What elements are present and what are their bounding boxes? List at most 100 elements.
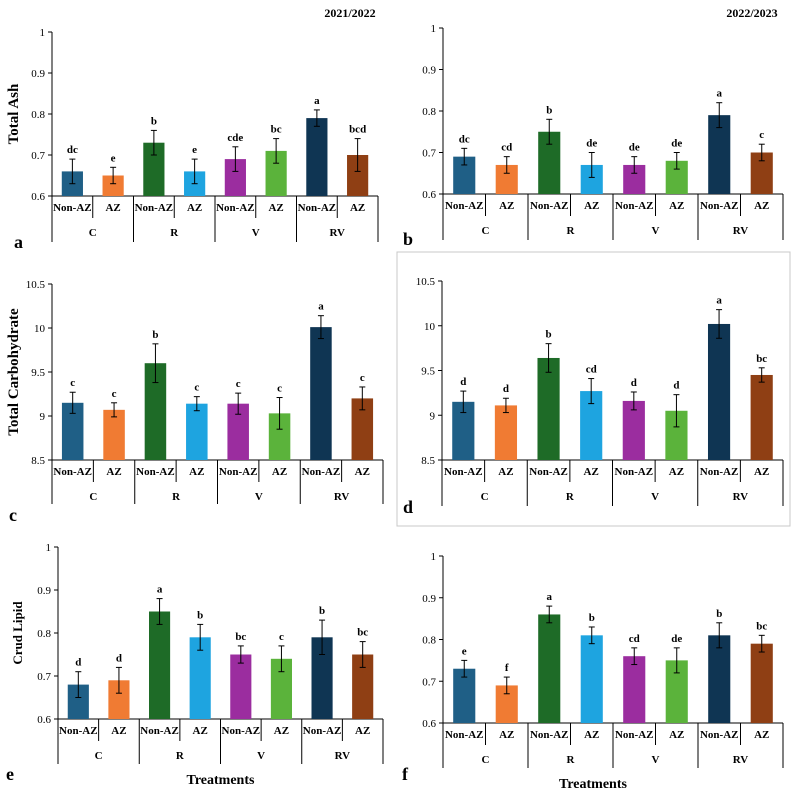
significance-letter: bc — [756, 620, 767, 632]
category-label: AZ — [350, 202, 365, 214]
group-label: C — [95, 750, 103, 762]
bar-non-az-c — [453, 668, 476, 723]
y-tick-label: 0.6 — [422, 718, 436, 730]
category-label: AZ — [274, 725, 289, 737]
y-tick-label: 0.6 — [37, 714, 51, 726]
significance-letter: c — [277, 383, 282, 395]
significance-letter: c — [112, 388, 117, 400]
y-tick-label: 10.5 — [26, 279, 46, 291]
category-label: AZ — [499, 729, 514, 741]
bar-az-rv — [352, 654, 374, 719]
category-label: Non-AZ — [700, 200, 739, 212]
y-tick-label: 9 — [40, 411, 46, 423]
significance-letter: d — [460, 376, 466, 388]
y-axis-label: Total Carbohydrate — [6, 308, 22, 436]
group-label: RV — [733, 225, 749, 237]
bar-az-r — [580, 391, 603, 460]
group-label: R — [567, 754, 576, 766]
bar-non-az-v — [622, 400, 645, 460]
significance-letter: d — [75, 657, 81, 669]
chart-panel-a: 0.6 0.7 0.8 0.9 1 dc Non-AZ e AZ b Non-AZ e AZ cde Non… — [6, 6, 379, 252]
significance-letter: a — [717, 88, 723, 100]
bar-az-v — [270, 658, 292, 719]
category-label: Non-AZ — [615, 729, 654, 741]
category-label: AZ — [669, 466, 684, 478]
group-label: V — [652, 225, 660, 237]
significance-letter: d — [116, 652, 122, 664]
bar-non-az-v — [224, 159, 246, 196]
bar-non-az-r — [143, 142, 165, 196]
group-label: V — [255, 491, 263, 503]
group-label: C — [482, 225, 490, 237]
bar-non-az-c — [61, 402, 84, 460]
y-tick-label: 0.9 — [422, 593, 436, 605]
category-label: AZ — [272, 466, 287, 478]
group-label: C — [89, 227, 97, 239]
y-tick-label: 10 — [34, 323, 46, 335]
group-label: C — [482, 754, 490, 766]
category-label: AZ — [105, 202, 120, 214]
bar-az-rv — [750, 643, 773, 723]
bar-non-az-r — [537, 357, 560, 460]
significance-letter: de — [671, 138, 682, 150]
x-axis-label: Treatments — [559, 777, 627, 791]
significance-letter: a — [318, 301, 324, 313]
category-label: Non-AZ — [302, 466, 341, 478]
chart-panel-c: 8.5 9 9.5 10 10.5 c Non-AZ c AZ b Non-AZ c AZ c Non-AZ… — [6, 279, 384, 525]
y-tick-label: 1 — [40, 27, 46, 39]
bar-az-c — [102, 175, 124, 196]
bar-non-az-r — [538, 131, 561, 194]
bar-non-az-c — [67, 684, 89, 719]
significance-letter: bcd — [349, 124, 366, 136]
chart-panel-b: 0.6 0.7 0.8 0.9 1 dc Non-AZ cd AZ b Non-AZ de AZ de No… — [403, 6, 784, 249]
category-label: AZ — [268, 202, 283, 214]
bar-az-c — [108, 680, 130, 719]
significance-letter: dc — [67, 144, 78, 156]
bar-az-r — [580, 635, 603, 723]
y-tick-label: 0.9 — [37, 585, 51, 597]
group-label: C — [481, 491, 489, 503]
significance-letter: e — [111, 152, 116, 164]
group-label: V — [257, 750, 265, 762]
bar-non-az-c — [453, 156, 476, 194]
y-tick-label: 9.5 — [421, 366, 435, 378]
category-label: AZ — [498, 466, 513, 478]
significance-letter: c — [360, 372, 365, 384]
significance-letter: a — [547, 591, 553, 603]
bar-az-c — [495, 164, 518, 194]
category-label: Non-AZ — [219, 466, 258, 478]
bar-non-az-v — [227, 403, 249, 460]
y-tick-label: 9 — [430, 410, 436, 422]
bar-non-az-v — [623, 164, 646, 194]
x-axis-label: Treatments — [187, 773, 255, 788]
significance-letter: a — [716, 295, 722, 307]
category-label: Non-AZ — [53, 202, 92, 214]
category-label: Non-AZ — [700, 729, 739, 741]
panel-letter: e — [6, 764, 14, 784]
bar-az-c — [495, 685, 518, 723]
group-label: V — [652, 754, 660, 766]
y-tick-label: 0.9 — [31, 68, 45, 80]
significance-letter: de — [629, 142, 640, 154]
group-label: R — [176, 750, 185, 762]
y-tick-label: 1 — [46, 542, 52, 554]
group-label: V — [252, 227, 260, 239]
y-tick-label: 0.6 — [31, 191, 45, 203]
significance-letter: d — [673, 380, 679, 392]
bar-non-az-rv — [306, 118, 328, 196]
group-label: R — [567, 225, 576, 237]
y-axis-label: Crud Lipid — [10, 601, 25, 665]
category-label: Non-AZ — [59, 725, 98, 737]
significance-letter: b — [151, 115, 157, 127]
y-tick-label: 0.7 — [422, 148, 436, 160]
y-tick-label: 0.8 — [31, 109, 45, 121]
bar-az-rv — [750, 152, 773, 194]
bar-az-r — [189, 637, 211, 719]
y-tick-label: 1 — [431, 551, 437, 563]
y-tick-label: 10 — [424, 321, 436, 333]
category-label: AZ — [499, 200, 514, 212]
y-tick-label: 9.5 — [31, 367, 45, 379]
y-tick-label: 0.7 — [422, 676, 436, 688]
significance-letter: e — [192, 144, 197, 156]
